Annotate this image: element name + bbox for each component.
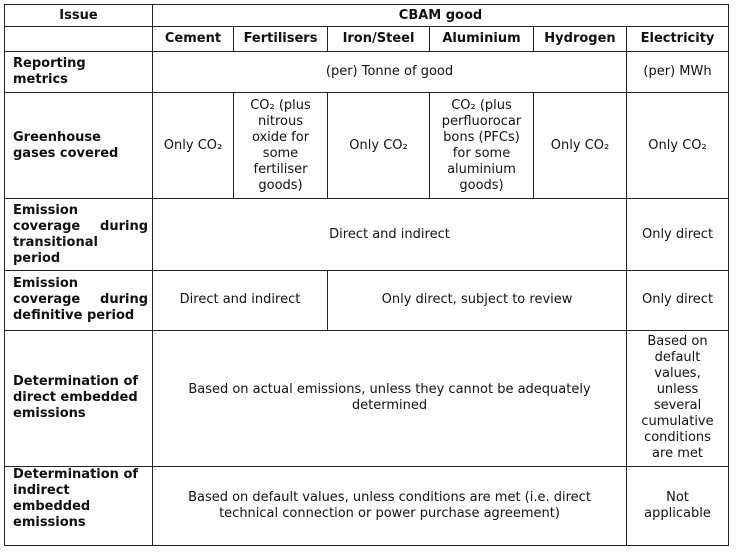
issue-header-blank — [4, 26, 153, 52]
indirect-embedded-electricity: Not applicable — [625, 466, 730, 546]
coverage-definitive-others: Only direct, subject to review — [327, 269, 627, 331]
good-header-hydrogen: Hydrogen — [533, 26, 627, 52]
ghg-electricity: Only CO₂ — [625, 91, 730, 200]
indirect-embedded-goods: Based on default values, unless conditio… — [152, 466, 627, 546]
ghg-iron-steel: Only CO₂ — [327, 91, 430, 200]
direct-embedded-goods: Based on actual emissions, unless they c… — [152, 329, 627, 468]
good-header-fertilisers: Fertilisers — [233, 26, 328, 52]
good-header-aluminium: Aluminium — [429, 26, 534, 52]
good-header-iron-steel: Iron/Steel — [327, 26, 430, 52]
direct-embedded-electricity: Based on default values, unless several … — [625, 329, 730, 468]
issue-direct-embedded: Determination of direct embedded emissio… — [4, 329, 153, 468]
issue-coverage-transitional: Emission coverage during transitional pe… — [4, 198, 153, 271]
ghg-cement: Only CO₂ — [152, 91, 234, 200]
coverage-definitive-electricity: Only direct — [625, 269, 730, 331]
issue-ghg-covered: Greenhouse gases covered — [4, 91, 153, 200]
reporting-metrics-electricity: (per) MWh — [625, 50, 730, 93]
cbam-comparison-table: Issue CBAM good Cement Fertilisers Iron/… — [4, 3, 730, 546]
issue-header: Issue — [4, 3, 153, 28]
reporting-metrics-goods: (per) Tonne of good — [152, 50, 627, 93]
cbam-good-header: CBAM good — [151, 3, 730, 28]
row-coverage-definitive: Emission coverage during definitive peri… — [4, 269, 730, 331]
good-header-cement: Cement — [152, 26, 234, 52]
header-row-1: Issue CBAM good — [4, 3, 730, 28]
row-direct-embedded: Determination of direct embedded emissio… — [4, 329, 730, 468]
row-ghg-covered: Greenhouse gases covered Only CO₂ CO₂ (p… — [4, 91, 730, 200]
good-header-electricity: Electricity — [625, 26, 730, 52]
coverage-definitive-cement-fertilisers: Direct and indirect — [152, 269, 328, 331]
row-coverage-transitional: Emission coverage during transitional pe… — [4, 198, 730, 271]
header-row-2: Cement Fertilisers Iron/Steel Aluminium … — [4, 26, 730, 52]
issue-coverage-definitive: Emission coverage during definitive peri… — [4, 269, 153, 331]
coverage-transitional-electricity: Only direct — [625, 198, 730, 271]
row-reporting-metrics: Reporting metrics (per) Tonne of good (p… — [4, 50, 730, 93]
issue-reporting-metrics: Reporting metrics — [4, 50, 153, 93]
ghg-hydrogen: Only CO₂ — [533, 91, 627, 200]
ghg-fertilisers: CO₂ (plus nitrous oxide for some fertili… — [233, 91, 328, 200]
issue-indirect-embedded: Determination of indirect embedded emiss… — [4, 466, 153, 546]
ghg-aluminium: CO₂ (plus perfluorocar bons (PFCs) for s… — [429, 91, 534, 200]
row-indirect-embedded: Determination of indirect embedded emiss… — [4, 466, 730, 546]
coverage-transitional-goods: Direct and indirect — [152, 198, 627, 271]
